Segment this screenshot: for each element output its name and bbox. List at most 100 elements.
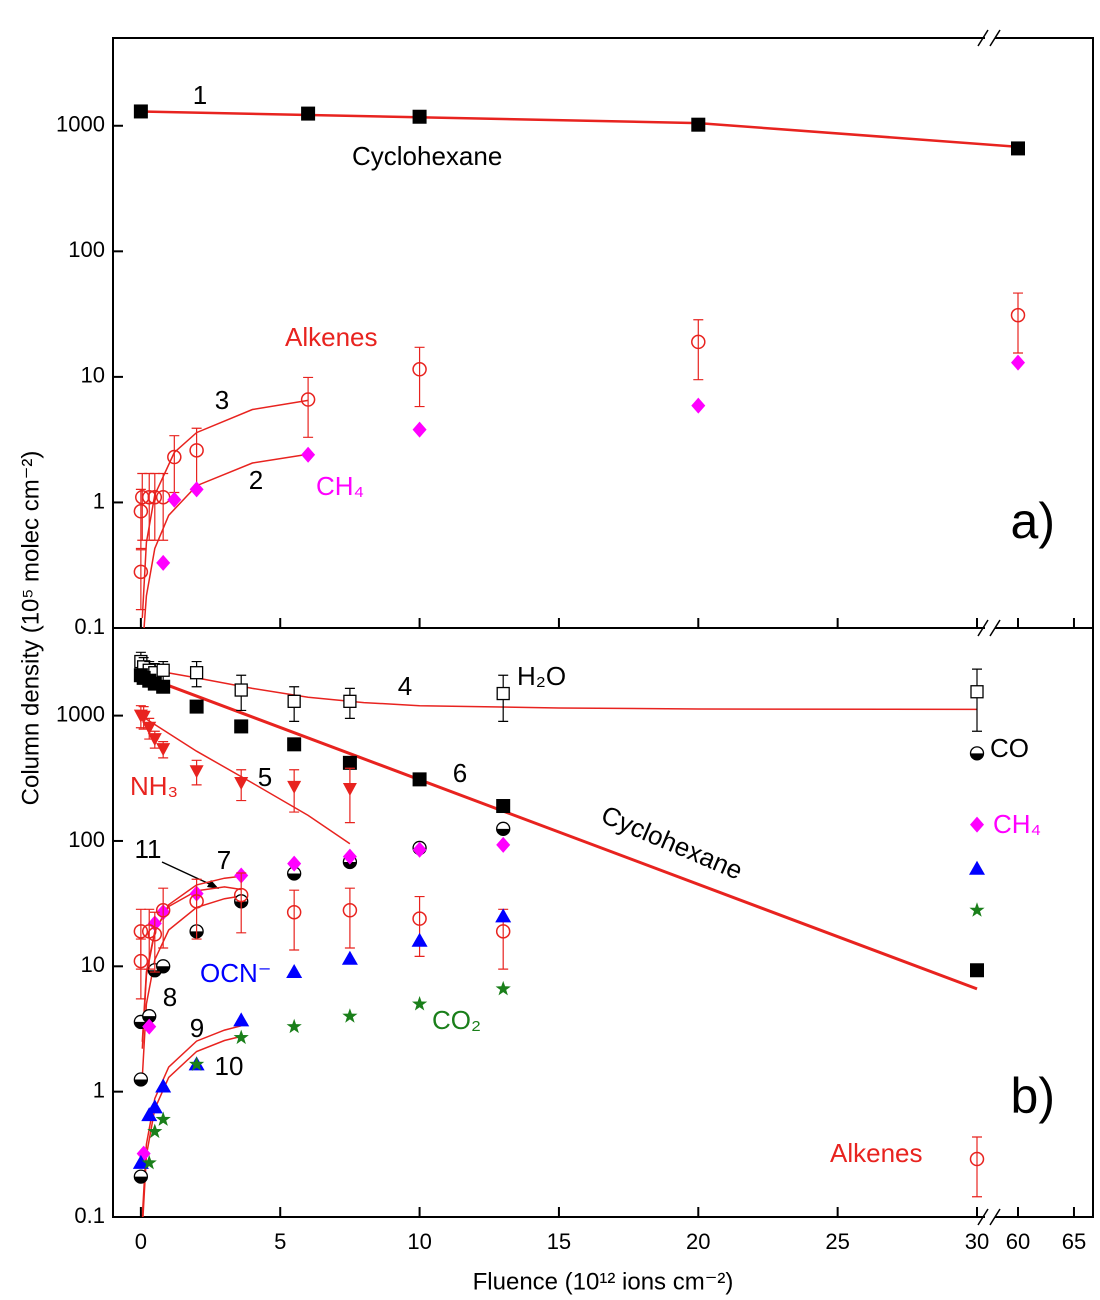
marker-triangle-up	[341, 950, 358, 965]
y-tick-label: 0.1	[74, 1203, 105, 1228]
fit-curve	[140, 110, 1019, 149]
marker-circle-open	[167, 449, 182, 465]
x-axis-label: Fluence (10¹² ions cm⁻²)	[473, 1268, 734, 1295]
marker-star	[189, 1056, 205, 1071]
marker-triangle-up	[233, 1012, 250, 1027]
marker-diamond	[156, 554, 171, 571]
marker-circle-open	[133, 504, 149, 519]
marker-triangle-up	[141, 1107, 158, 1122]
marker-square	[133, 104, 148, 119]
marker-star	[233, 1029, 249, 1045]
error-bar	[972, 668, 982, 732]
marker-diamond	[691, 397, 706, 414]
fit-curve	[140, 667, 978, 711]
marker-circle-open	[495, 924, 511, 939]
error-bar	[158, 472, 169, 541]
error-bar	[414, 895, 425, 957]
marker-circle-open	[969, 1151, 985, 1167]
error-bar	[344, 887, 355, 949]
marker-square	[970, 963, 984, 978]
series-label: Cyclohexane	[597, 799, 747, 885]
marker-circle-open	[147, 927, 163, 942]
marker-diamond	[412, 421, 427, 438]
marker-star	[495, 980, 511, 996]
series-label: CH₄	[316, 471, 364, 501]
marker-triangle-down	[147, 733, 162, 747]
marker-circle-open	[286, 904, 302, 920]
error-bar	[303, 376, 314, 438]
fit-label: 10	[215, 1051, 244, 1081]
series-label: NH₃	[130, 771, 178, 801]
fit-curve	[141, 399, 309, 619]
marker-triangle-down	[142, 721, 157, 735]
fit-label: 5	[258, 762, 272, 792]
marker-square	[412, 109, 427, 124]
series-label: CO	[990, 733, 1029, 763]
error-bar	[1013, 292, 1023, 354]
error-bar	[135, 908, 146, 970]
x-tick-label: 10	[407, 1229, 431, 1254]
y-tick-label: 0.1	[74, 614, 105, 639]
marker-circle-open	[133, 924, 149, 939]
marker-triangle-down	[287, 780, 302, 794]
fit-curve	[141, 1025, 242, 1217]
marker-triangle-down	[189, 765, 204, 779]
marker-square	[301, 106, 316, 121]
marker-square	[287, 737, 302, 752]
marker-triangle-up	[411, 932, 428, 947]
error-bar	[191, 878, 202, 940]
fit-curve	[140, 673, 978, 991]
fit-curve	[143, 453, 309, 628]
marker-diamond	[142, 1018, 157, 1035]
series-label: H₂O	[517, 661, 566, 691]
x-tick-label: 60	[1006, 1229, 1030, 1254]
error-bar	[191, 427, 202, 489]
marker-square-open	[156, 663, 170, 677]
marker-circle-open	[691, 334, 706, 350]
fit-label: 6	[453, 758, 467, 788]
fit-label: 8	[163, 982, 177, 1012]
marker-triangle-down	[136, 710, 151, 724]
marker-diamond	[496, 836, 511, 853]
marker-half-circle	[133, 1072, 149, 1087]
marker-circle-open	[141, 489, 157, 505]
fit-label: 9	[190, 1013, 204, 1043]
y-tick-label: 1	[93, 1077, 105, 1102]
marker-star	[141, 1154, 157, 1170]
marker-diamond	[189, 481, 204, 498]
marker-circle-open	[155, 903, 171, 918]
marker-square-open	[189, 666, 204, 680]
marker-diamond	[301, 446, 316, 463]
marker-circle-open	[342, 903, 358, 918]
marker-fill	[343, 861, 357, 869]
error-bar	[236, 872, 247, 934]
fit-label: 3	[215, 385, 229, 415]
marker-square-open	[287, 694, 301, 708]
marker-circle-open	[189, 443, 204, 458]
series-label: Alkenes	[285, 322, 378, 352]
marker-triangle-down	[342, 782, 357, 796]
error-bar	[693, 319, 704, 381]
series-label: OCN⁻	[200, 958, 272, 988]
error-bar	[289, 889, 300, 951]
marker-diamond	[412, 841, 427, 858]
x-tick-label: 65	[1062, 1229, 1086, 1254]
marker-square	[156, 679, 171, 694]
marker-half-circle	[133, 1169, 149, 1184]
marker-star	[155, 1111, 171, 1126]
error-bar	[158, 887, 169, 949]
marker-circle-open	[1010, 307, 1026, 323]
error-bar	[149, 472, 160, 541]
marker-triangle-up	[286, 964, 303, 979]
marker-diamond	[167, 491, 182, 508]
error-bar	[135, 488, 146, 550]
marker-square	[496, 799, 511, 814]
marker-square	[189, 699, 204, 714]
marker-triangle-up	[155, 1078, 172, 1093]
marker-circle-open	[133, 564, 149, 580]
series-label: Cyclohexane	[352, 141, 502, 171]
marker-circle-open	[412, 911, 427, 926]
marker-diamond	[287, 855, 302, 872]
fit-curve	[141, 895, 242, 1078]
